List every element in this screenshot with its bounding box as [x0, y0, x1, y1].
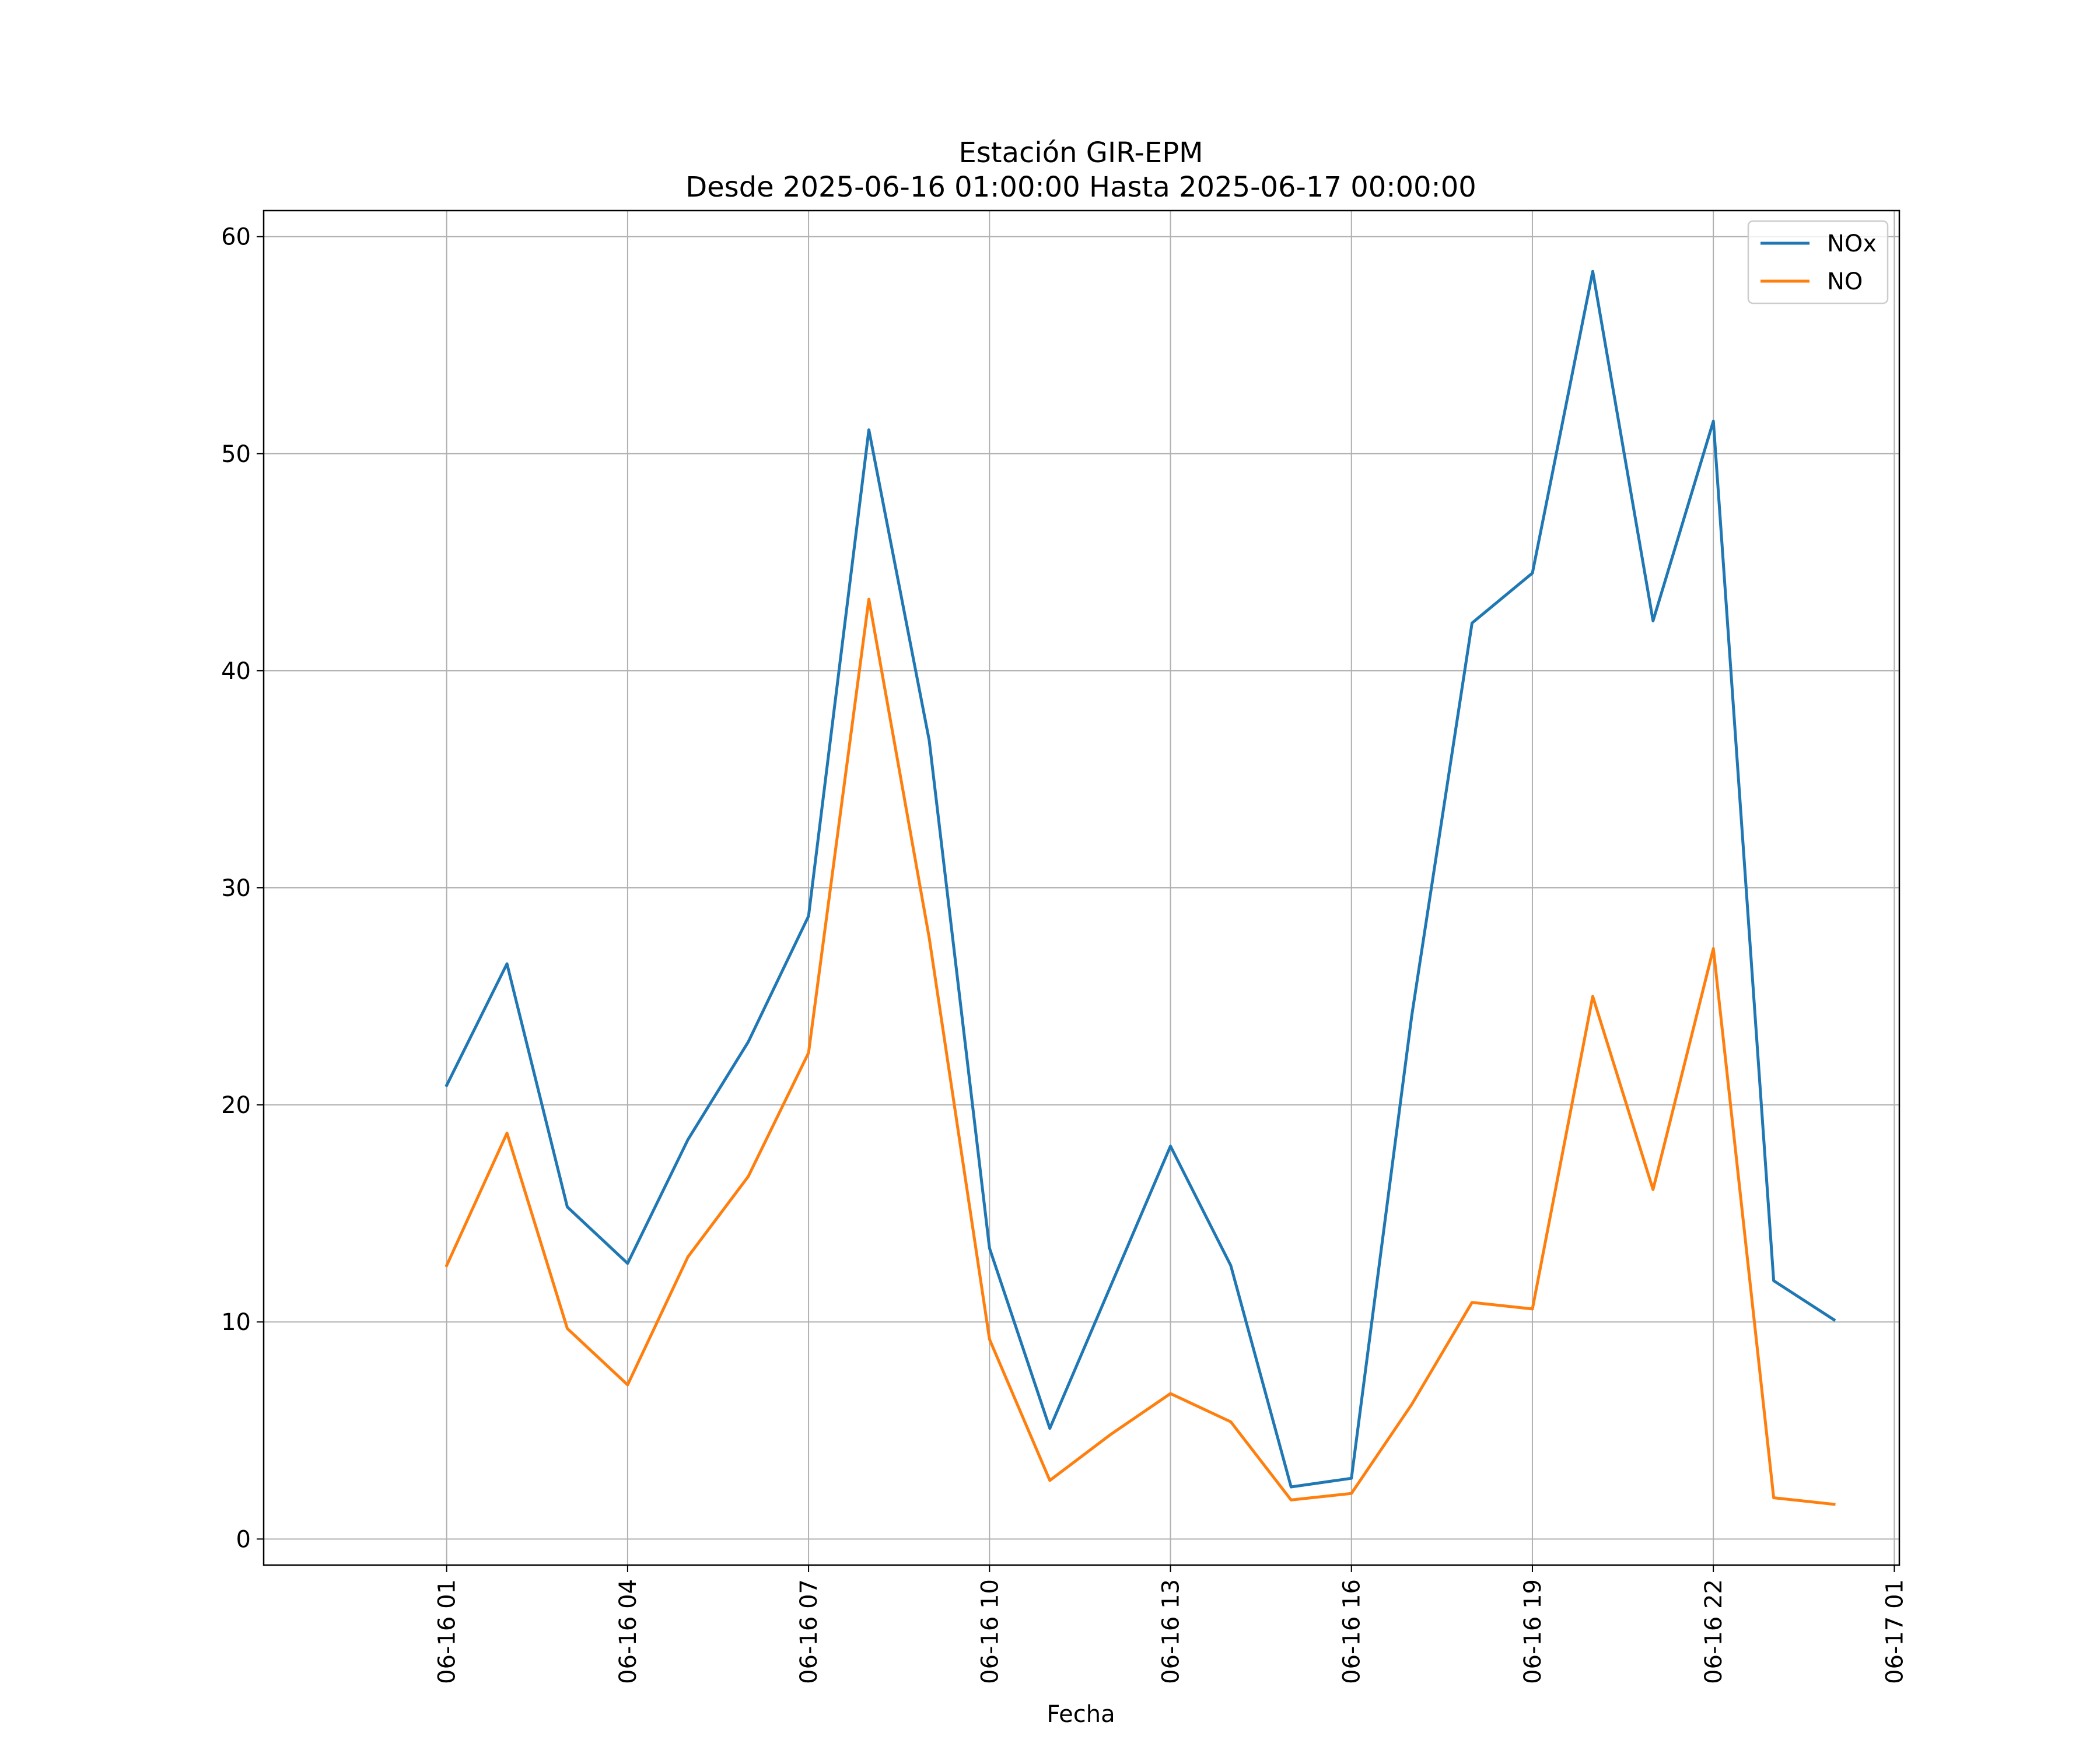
- x-tick-label: 06-16 19: [1520, 1579, 1546, 1684]
- x-tick-label: 06-17 01: [1881, 1579, 1908, 1684]
- legend-label-no: NO: [1827, 268, 1863, 295]
- chart-title: Estación GIR-EPM Desde 2025-06-16 01:00:…: [685, 136, 1476, 204]
- series-line-nox: [444, 270, 1836, 1489]
- x-tick-label: 06-16 10: [977, 1579, 1003, 1684]
- y-tick-label: 20: [221, 1092, 251, 1119]
- y-tick-label: 30: [221, 875, 251, 902]
- x-tick-label: 06-16 07: [796, 1579, 822, 1684]
- chart-title-line1: Estación GIR-EPM: [958, 136, 1203, 169]
- x-tick-label: 06-16 01: [434, 1579, 461, 1684]
- x-axis-label: Fecha: [1046, 1701, 1115, 1728]
- y-tick-label: 40: [221, 658, 251, 685]
- series-lines: [444, 270, 1836, 1506]
- y-tick-label: 60: [221, 224, 251, 251]
- y-tick-label: 10: [221, 1309, 251, 1336]
- legend-label-nox: NOx: [1827, 230, 1877, 257]
- axis-ticks: 0 10 20 30 40 50 60 06-16 01 06-16 04 06-16 07 06-…: [221, 224, 1908, 1684]
- x-tick-label: 06-16 13: [1158, 1579, 1185, 1684]
- y-tick-label: 0: [236, 1526, 251, 1553]
- x-tick-label: 06-16 16: [1339, 1579, 1366, 1684]
- grid: [264, 211, 1899, 1565]
- legend-box: [1747, 220, 1889, 304]
- y-tick-label: 50: [221, 441, 251, 468]
- legend: NOx NO: [1747, 220, 1889, 304]
- x-tick-label: 06-16 22: [1700, 1579, 1727, 1684]
- chart-title-line2: Desde 2025-06-16 01:00:00 Hasta 2025-06-…: [685, 171, 1476, 204]
- x-tick-label: 06-16 04: [615, 1579, 642, 1684]
- series-line-no: [444, 597, 1836, 1506]
